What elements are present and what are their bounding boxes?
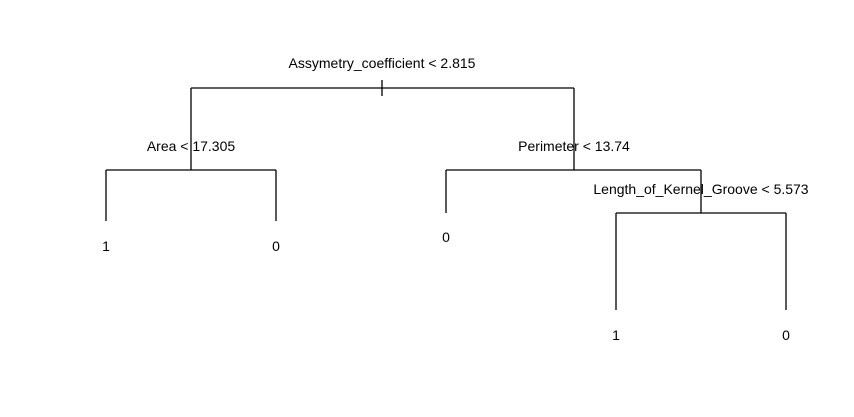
- groove-split-label: Length_of_Kernel_Groove < 5.573: [593, 181, 808, 197]
- leaf-groove-right: 0: [782, 327, 790, 343]
- leaf-area-left: 1: [102, 238, 110, 254]
- root-split-label: Assymetry_coefficient < 2.815: [289, 55, 476, 71]
- leaf-perimeter-left: 0: [442, 229, 450, 245]
- leaf-groove-left: 1: [612, 327, 620, 343]
- leaf-area-right: 0: [272, 238, 280, 254]
- perimeter-split-label: Perimeter < 13.74: [518, 138, 630, 154]
- area-split-label: Area < 17.305: [147, 138, 236, 154]
